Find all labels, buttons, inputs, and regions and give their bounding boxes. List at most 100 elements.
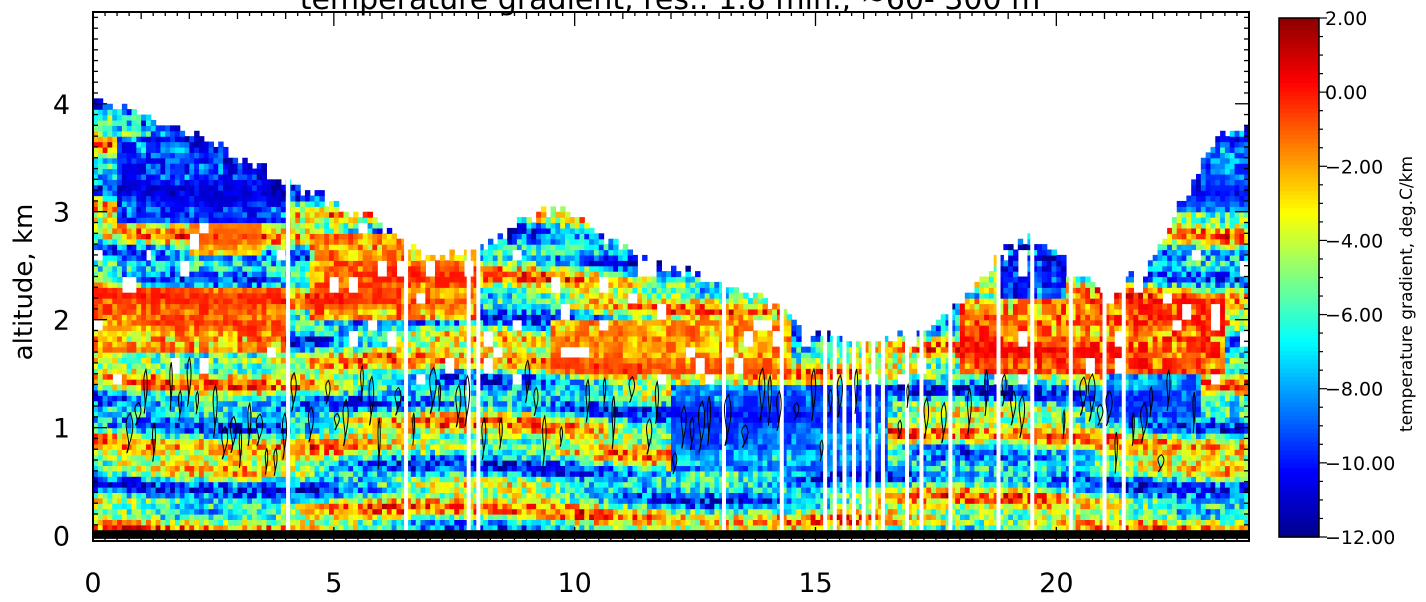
heatmap-cell xyxy=(309,238,316,245)
heatmap-cell xyxy=(357,217,364,224)
heatmap-cell xyxy=(189,411,195,418)
heatmap-cell xyxy=(145,406,152,413)
heatmap-cell xyxy=(184,227,190,234)
heatmap-cell xyxy=(150,184,157,191)
heatmap-cell xyxy=(179,217,186,224)
heatmap-cell xyxy=(227,206,234,213)
heatmap-cell xyxy=(271,368,277,375)
heatmap-cell xyxy=(251,384,258,391)
heatmap-cell xyxy=(208,146,215,153)
heatmap-cell xyxy=(131,357,137,364)
heatmap-cell xyxy=(415,389,422,396)
heatmap-cell xyxy=(362,433,369,440)
heatmap-cell xyxy=(386,481,393,488)
heatmap-cell xyxy=(309,476,316,483)
heatmap-cell xyxy=(155,460,162,467)
heatmap-cell xyxy=(102,271,109,278)
heatmap-cell xyxy=(338,287,345,294)
heatmap-cell xyxy=(290,470,296,477)
heatmap-cell xyxy=(170,173,176,180)
heatmap-cell xyxy=(174,352,181,359)
heatmap-cell xyxy=(160,389,166,396)
heatmap-cell xyxy=(454,454,460,461)
heatmap-cell xyxy=(319,362,325,369)
heatmap-cell xyxy=(93,298,99,305)
heatmap-cell xyxy=(338,211,345,218)
heatmap-cell xyxy=(160,411,166,418)
heatmap-cell xyxy=(434,357,441,364)
heatmap-cell xyxy=(353,227,359,234)
heatmap-cell xyxy=(314,238,320,245)
heatmap-cell xyxy=(261,389,267,396)
heatmap-cell xyxy=(420,325,426,332)
heatmap-cell xyxy=(247,352,253,359)
heatmap-cell xyxy=(174,416,181,423)
heatmap-cell xyxy=(102,519,109,526)
heatmap-cell xyxy=(179,244,186,251)
heatmap-cell xyxy=(227,287,234,294)
heatmap-cell xyxy=(348,325,354,332)
heatmap-cell xyxy=(319,244,325,251)
heatmap-cell xyxy=(372,314,378,321)
heatmap-cell xyxy=(295,184,301,191)
heatmap-cell xyxy=(333,298,340,305)
heatmap-cell xyxy=(276,422,282,429)
heatmap-cell xyxy=(97,141,104,148)
heatmap-cell xyxy=(174,373,181,380)
heatmap-cell xyxy=(329,265,335,272)
heatmap-cell xyxy=(362,524,369,531)
heatmap-cell xyxy=(145,292,152,299)
heatmap-cell xyxy=(304,395,311,402)
heatmap-cell xyxy=(261,287,267,294)
heatmap-cell xyxy=(425,373,431,380)
heatmap-cell xyxy=(304,281,311,288)
heatmap-cell xyxy=(261,395,267,402)
heatmap-cell xyxy=(357,400,364,407)
heatmap-cell xyxy=(208,281,215,288)
heatmap-cell xyxy=(410,335,417,342)
heatmap-cell xyxy=(203,406,210,413)
heatmap-cell xyxy=(160,443,166,450)
heatmap-cell xyxy=(410,384,417,391)
heatmap-cell xyxy=(324,454,330,461)
heatmap-cell xyxy=(121,330,128,337)
heatmap-cell xyxy=(329,449,335,456)
heatmap-cell xyxy=(333,373,340,380)
heatmap-cell xyxy=(227,508,234,515)
heatmap-cell xyxy=(266,271,272,278)
heatmap-cell xyxy=(357,384,364,391)
heatmap-cell xyxy=(396,395,402,402)
heatmap-cell xyxy=(295,438,301,445)
heatmap-cell xyxy=(314,519,320,526)
heatmap-cell xyxy=(150,325,157,332)
heatmap-cell xyxy=(160,184,166,191)
heatmap-cell xyxy=(406,460,412,467)
heatmap-cell xyxy=(126,244,133,251)
heatmap-cell xyxy=(179,163,186,170)
heatmap-cell xyxy=(150,222,157,229)
heatmap-cell xyxy=(271,449,277,456)
heatmap-cell xyxy=(434,443,441,450)
heatmap-cell xyxy=(165,303,171,310)
heatmap-cell xyxy=(242,346,248,353)
heatmap-cell xyxy=(232,443,239,450)
heatmap-cell xyxy=(155,249,162,256)
heatmap-cell xyxy=(329,308,335,315)
heatmap-cell xyxy=(261,173,267,180)
heatmap-cell xyxy=(333,260,340,267)
heatmap-cell xyxy=(372,416,378,423)
heatmap-cell xyxy=(131,298,137,305)
heatmap-cell xyxy=(131,497,137,504)
heatmap-cell xyxy=(324,335,330,342)
heatmap-cell xyxy=(251,422,258,429)
heatmap-cell xyxy=(141,330,147,337)
heatmap-cell xyxy=(93,373,99,380)
heatmap-cell xyxy=(112,460,118,467)
heatmap-cell xyxy=(237,368,243,375)
heatmap-cell xyxy=(242,184,248,191)
heatmap-cell xyxy=(396,427,402,434)
heatmap-cell xyxy=(343,470,349,477)
heatmap-cell xyxy=(338,503,345,510)
heatmap-cell xyxy=(102,109,109,116)
heatmap-cell xyxy=(247,217,253,224)
